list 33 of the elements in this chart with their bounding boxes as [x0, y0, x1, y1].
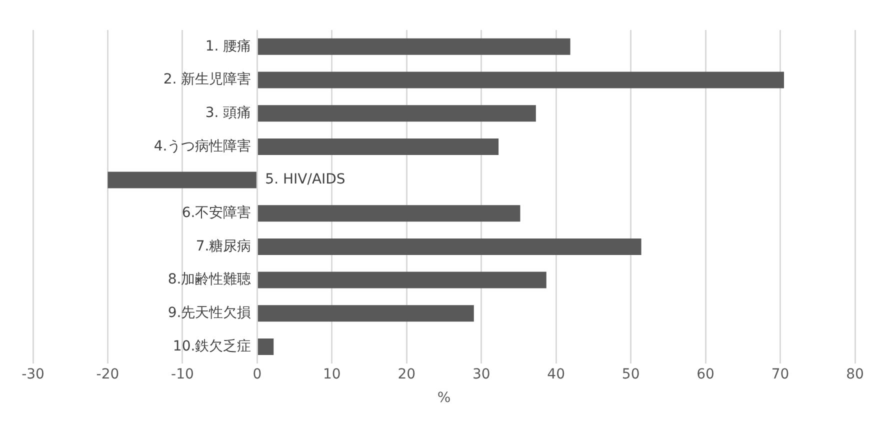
x-tick-label: -30: [22, 366, 44, 382]
bar: [258, 238, 642, 255]
y-tick-label: 10.鉄欠乏症: [172, 338, 252, 354]
y-tick-label: 8.加齢性難聴: [168, 272, 252, 288]
y-tick-label: 5. HIV/AIDS: [265, 172, 346, 188]
y-tick-label: 6.不安障害: [182, 205, 252, 222]
x-axis-title: %: [437, 390, 451, 406]
y-tick-label: 9.先天性欠損: [168, 305, 252, 322]
x-tick-label: 10: [322, 366, 341, 382]
x-tick-label: 50: [622, 366, 640, 382]
x-tick-label: 70: [771, 366, 790, 382]
x-tick-label: 60: [696, 366, 714, 382]
bar: [258, 105, 536, 122]
bar: [258, 38, 570, 55]
x-tick-label: 20: [398, 366, 416, 382]
x-tick-label: 30: [472, 366, 490, 382]
x-tick-label: 40: [547, 366, 566, 382]
y-tick-label: 2. 新生児障害: [163, 72, 252, 88]
bar: [258, 205, 520, 222]
x-tick-label: -20: [96, 366, 120, 382]
y-tick-label: 4.うつ病性障害: [154, 138, 252, 154]
x-tick-label: 80: [846, 366, 864, 382]
x-tick-label: -10: [171, 366, 194, 382]
y-tick-label: 7.糖尿病: [196, 238, 252, 254]
bar: [258, 72, 784, 88]
y-tick-label: 1. 腰痛: [205, 38, 252, 54]
bar: [258, 305, 474, 322]
bar: [258, 138, 499, 155]
bar: [258, 338, 274, 355]
bar: [108, 172, 256, 188]
bar: [258, 272, 546, 288]
x-tick-label: 0: [252, 366, 262, 382]
y-tick-label: 3. 頭痛: [205, 104, 252, 121]
